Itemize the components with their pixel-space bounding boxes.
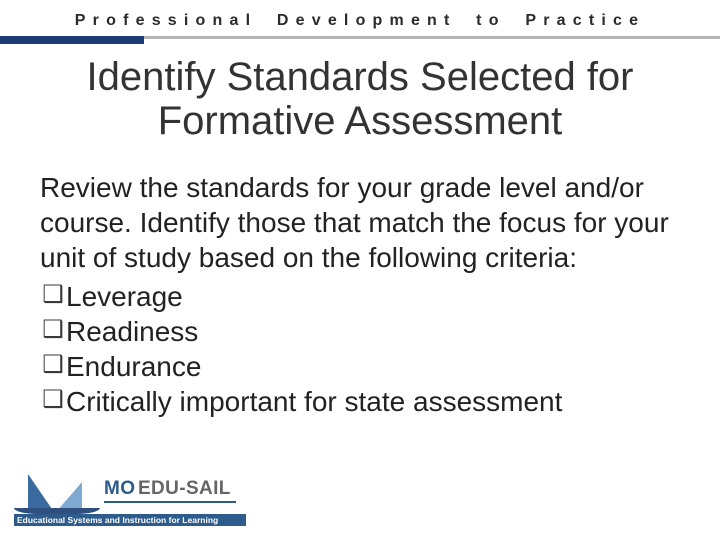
logo: MO EDU-SAIL Educational Systems and Inst… — [10, 466, 240, 530]
logo-brand-mo: MO — [104, 478, 135, 500]
logo-brand-rule — [104, 501, 236, 503]
logo-sail-icon — [28, 474, 54, 512]
bullet-item: ❑ Readiness — [40, 314, 680, 349]
bullet-list: ❑ Leverage ❑ Readiness ❑ Endurance ❑ Cri… — [40, 279, 680, 419]
bullet-text: Endurance — [66, 349, 201, 384]
checkbox-icon: ❑ — [40, 314, 66, 346]
checkbox-icon: ❑ — [40, 349, 66, 381]
bullet-item: ❑ Leverage — [40, 279, 680, 314]
bullet-text: Leverage — [66, 279, 183, 314]
slide-title-line2: Formative Assessment — [158, 99, 563, 143]
bullet-item: ❑ Critically important for state assessm… — [40, 384, 680, 419]
slide-title-line1: Identify Standards Selected for — [87, 55, 634, 99]
intro-paragraph: Review the standards for your grade leve… — [40, 170, 680, 275]
logo-brand-edu: EDU-SAIL — [138, 478, 231, 500]
slide-title: Identify Standards Selected for Formativ… — [0, 55, 720, 143]
bullet-text: Readiness — [66, 314, 198, 349]
header-rule-navy — [0, 36, 144, 44]
bullet-text: Critically important for state assessmen… — [66, 384, 562, 419]
checkbox-icon: ❑ — [40, 279, 66, 311]
checkbox-icon: ❑ — [40, 384, 66, 416]
slide: { "colors": { "header_text": "#2b2b2b", … — [0, 0, 720, 540]
header-subtitle: Professional Development to Practice — [0, 12, 720, 30]
header-rule — [0, 36, 720, 46]
bullet-item: ❑ Endurance — [40, 349, 680, 384]
body-text: Review the standards for your grade leve… — [40, 170, 680, 419]
logo-tagline: Educational Systems and Instruction for … — [14, 514, 246, 526]
